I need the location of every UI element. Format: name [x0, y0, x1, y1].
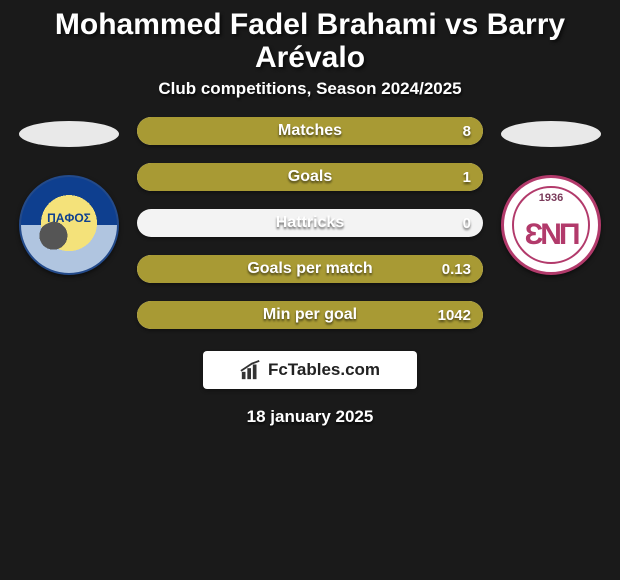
player-left-placeholder [19, 121, 119, 147]
player-right-placeholder [501, 121, 601, 147]
stat-label: Min per goal [137, 301, 483, 329]
stat-bars: Matches8Goals1Hattricks0Goals per match0… [137, 117, 483, 329]
stat-label: Goals per match [137, 255, 483, 283]
page-date: 18 january 2025 [0, 407, 620, 427]
stat-value-right: 0 [463, 209, 471, 237]
stat-value-right: 1042 [438, 301, 471, 329]
club-crest-right: 1936 ƐNΠ [501, 175, 601, 275]
player-left-col [19, 117, 119, 275]
crest-right-year: 1936 [504, 192, 598, 204]
stat-bar: Hattricks0 [137, 209, 483, 237]
stat-label: Hattricks [137, 209, 483, 237]
page-title: Mohammed Fadel Brahami vs Barry Arévalo [0, 0, 620, 79]
crest-right-mono: ƐNΠ [504, 218, 598, 252]
stat-value-right: 1 [463, 163, 471, 191]
stat-label: Matches [137, 117, 483, 145]
player-right-col: 1936 ƐNΠ [501, 117, 601, 275]
club-crest-left [19, 175, 119, 275]
bar-chart-icon [240, 359, 262, 381]
brand-badge[interactable]: FcTables.com [203, 351, 417, 389]
stat-bar: Min per goal1042 [137, 301, 483, 329]
stat-bar: Matches8 [137, 117, 483, 145]
stat-bar: Goals1 [137, 163, 483, 191]
brand-text: FcTables.com [268, 360, 380, 380]
stat-bar: Goals per match0.13 [137, 255, 483, 283]
stat-value-right: 0.13 [442, 255, 471, 283]
stat-label: Goals [137, 163, 483, 191]
page-subtitle: Club competitions, Season 2024/2025 [0, 79, 620, 99]
stat-value-right: 8 [463, 117, 471, 145]
comparison-row: Matches8Goals1Hattricks0Goals per match0… [0, 117, 620, 329]
